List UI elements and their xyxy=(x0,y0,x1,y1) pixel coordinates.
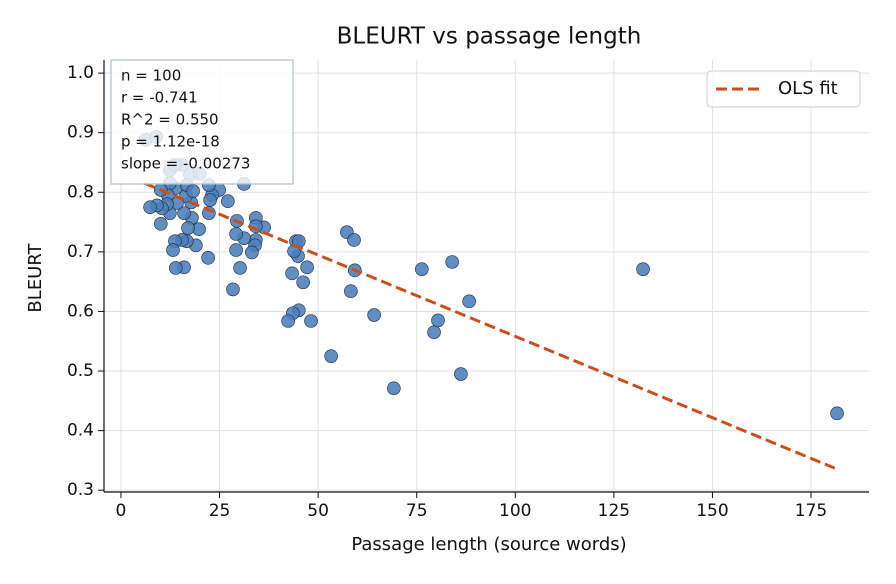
x-axis-label: Passage length (source words) xyxy=(351,534,626,555)
x-tick-label: 100 xyxy=(499,501,531,521)
legend-box xyxy=(706,70,861,108)
x-tick-label: 50 xyxy=(307,501,329,521)
scatter-point xyxy=(186,184,200,198)
scatter-point xyxy=(431,313,445,328)
x-tick-label: 75 xyxy=(406,501,428,521)
scatter-point xyxy=(281,314,295,328)
scatter-point xyxy=(462,294,476,309)
scatter-point xyxy=(296,275,310,290)
x-tick-label: 25 xyxy=(209,501,231,521)
stats-box xyxy=(110,59,294,185)
scatter-point xyxy=(454,367,468,381)
scatter-point xyxy=(233,261,247,275)
scatter-point xyxy=(830,406,844,421)
stats-text: n = 100 xyxy=(121,67,181,85)
scatter-point xyxy=(300,260,314,275)
y-tick-label: 1.0 xyxy=(67,63,94,83)
y-tick-label: 0.5 xyxy=(67,361,94,381)
y-tick-label: 0.3 xyxy=(67,480,94,500)
scatter-point xyxy=(427,325,441,340)
scatter-point xyxy=(143,200,157,214)
scatter-point xyxy=(344,284,358,298)
x-tick-label: 150 xyxy=(696,501,728,521)
scatter-point xyxy=(168,261,183,275)
stats-text: slope = -0.00273 xyxy=(121,155,250,173)
scatter-point xyxy=(445,255,459,269)
y-tick-label: 0.8 xyxy=(67,182,94,202)
stats-text: R^2 = 0.550 xyxy=(121,111,219,129)
stats-text: p = 1.12e-18 xyxy=(121,133,220,151)
scatter-point xyxy=(285,266,299,281)
scatter-point xyxy=(304,314,318,328)
scatter-point xyxy=(201,251,215,265)
y-tick-label: 0.9 xyxy=(67,123,94,143)
y-tick-label: 0.4 xyxy=(67,421,94,441)
x-tick-label: 125 xyxy=(598,501,630,521)
scatter-point xyxy=(367,308,381,322)
chart-title: BLEURT vs passage length xyxy=(337,24,642,50)
x-tick-label: 0 xyxy=(116,501,127,521)
legend-label: OLS fit xyxy=(778,78,838,99)
y-tick-label: 0.7 xyxy=(67,242,94,262)
scatter-point xyxy=(229,243,243,257)
scatter-point xyxy=(347,233,361,247)
scatter-point xyxy=(229,227,243,241)
scatter-point xyxy=(245,245,259,260)
scatter-point xyxy=(324,349,338,363)
scatter-point xyxy=(177,206,191,220)
scatter-point xyxy=(387,381,401,396)
scatter-point xyxy=(203,193,217,207)
scatter-point xyxy=(181,221,195,235)
scatter-point xyxy=(226,282,240,297)
x-tick-label: 175 xyxy=(795,501,827,521)
scatter-point xyxy=(415,262,429,276)
stats-text: r = -0.741 xyxy=(121,89,198,107)
y-axis-label: BLEURT xyxy=(25,242,46,312)
fit-line xyxy=(144,181,836,470)
scatter-point xyxy=(153,217,168,231)
y-tick-label: 0.6 xyxy=(67,301,94,321)
scatter-point xyxy=(636,262,650,276)
scatter-point xyxy=(166,243,180,257)
scatter-point xyxy=(221,194,235,209)
